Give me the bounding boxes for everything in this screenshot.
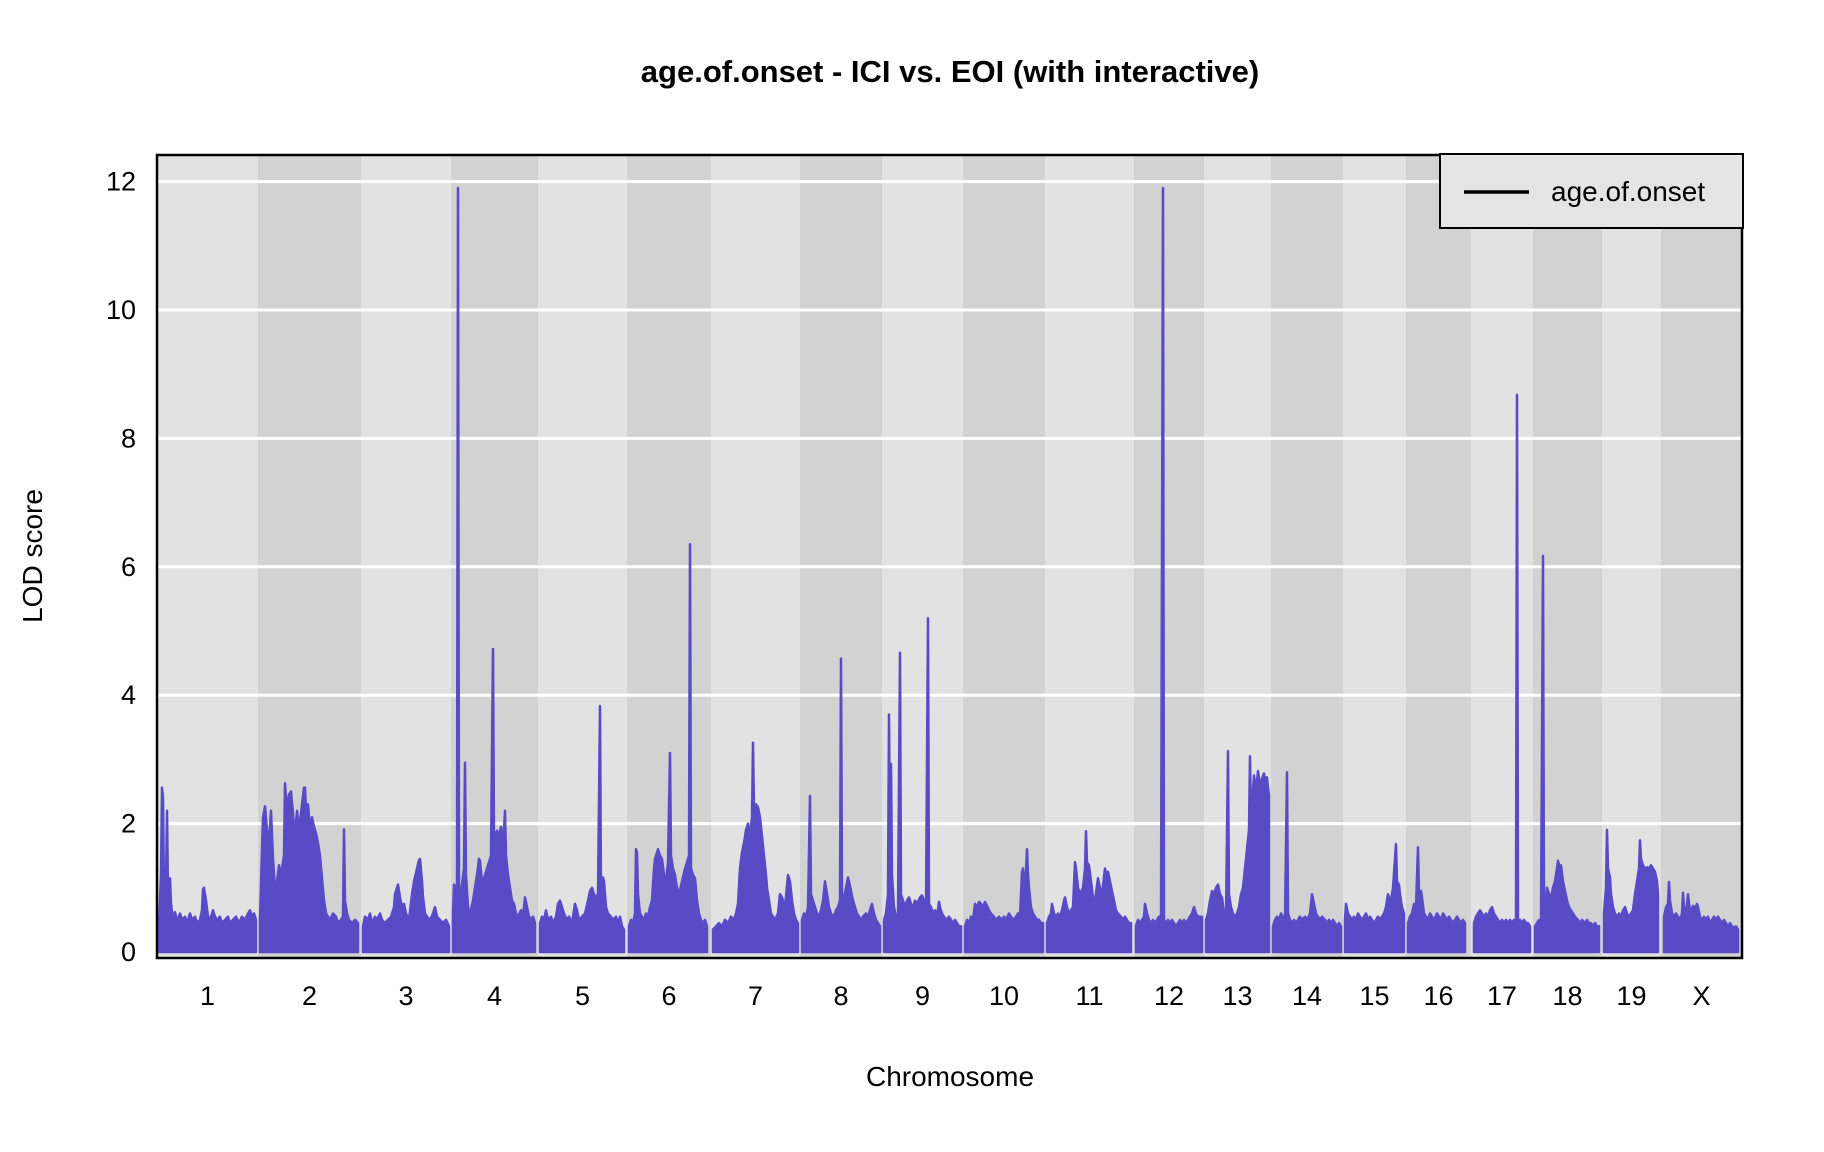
- lod-curve-chr-3: [361, 857, 451, 954]
- x-tick-label-chr-17: 17: [1487, 981, 1517, 1011]
- chromosome-band-14: [1271, 155, 1343, 958]
- y-tick-label-2: 2: [121, 809, 136, 839]
- y-axis-tick-labels: 0 2 4 6 8 10 12: [106, 167, 136, 967]
- legend: age.of.onset: [1439, 153, 1744, 229]
- chromosome-band-10: [963, 155, 1045, 958]
- chromosome-band-11: [1045, 155, 1134, 958]
- lod-curve-series: [157, 186, 1740, 954]
- x-tick-label-chr-8: 8: [833, 981, 848, 1011]
- x-tick-label-chr-1: 1: [200, 981, 215, 1011]
- gridlines: [157, 180, 1742, 826]
- lod-curve-chr-10: [963, 848, 1045, 954]
- x-tick-label-chr-2: 2: [302, 981, 317, 1011]
- y-tick-label-6: 6: [121, 552, 136, 582]
- chromosome-band-16: [1406, 155, 1471, 958]
- lod-curve-chr-4: [451, 186, 537, 954]
- x-tick-label-chr-16: 16: [1423, 981, 1453, 1011]
- lod-curve-chr-11: [1045, 830, 1133, 954]
- chromosome-band-1: [157, 155, 258, 958]
- x-tick-label-chr-6: 6: [661, 981, 676, 1011]
- x-tick-label-chr-18: 18: [1552, 981, 1582, 1011]
- legend-series-label: age.of.onset: [1551, 176, 1705, 207]
- y-tick-label-0: 0: [121, 937, 136, 967]
- plot-border: [155, 153, 1744, 960]
- x-tick-label-chr-10: 10: [989, 981, 1019, 1011]
- x-tick-label-chr-15: 15: [1359, 981, 1389, 1011]
- x-tick-label-chr-9: 9: [915, 981, 930, 1011]
- y-tick-label-12: 12: [106, 167, 136, 197]
- x-tick-label-chr-13: 13: [1222, 981, 1252, 1011]
- lod-curve-chr-14: [1271, 770, 1343, 954]
- lod-curve-chr-6: [627, 543, 709, 954]
- chromosome-band-3: [361, 155, 451, 958]
- chart-title: age.of.onset - ICI vs. EOI (with interac…: [641, 54, 1259, 89]
- lod-curve-chr-19: [1602, 828, 1660, 954]
- y-tick-label-8: 8: [121, 423, 136, 453]
- chromosome-band-19: [1602, 155, 1661, 958]
- y-tick-label-10: 10: [106, 295, 136, 325]
- chromosome-axis-labels: 1 2 3 4 5 6 7 8 9 10 11 12 13 14 15 16 17 18 19 X: [200, 981, 1711, 1011]
- y-tick-label-4: 4: [121, 680, 136, 710]
- x-tick-label-chr-4: 4: [487, 981, 502, 1011]
- chromosome-bands: [157, 155, 1742, 958]
- x-tick-label-chr-14: 14: [1292, 981, 1322, 1011]
- x-tick-label-chr-5: 5: [575, 981, 590, 1011]
- x-tick-label-chr-7: 7: [748, 981, 763, 1011]
- x-tick-label-chr-3: 3: [398, 981, 413, 1011]
- lod-curve-chr-X: [1662, 880, 1740, 954]
- chromosome-band-X: [1661, 155, 1742, 958]
- lod-curve-chr-8: [800, 657, 882, 954]
- y-axis-title: LOD score: [17, 489, 48, 623]
- chromosome-band-17: [1471, 155, 1533, 958]
- lod-curve-chr-7: [711, 741, 800, 954]
- chromosome-band-5: [538, 155, 627, 958]
- chromosome-band-9: [882, 155, 963, 958]
- lod-curve-chr-12: [1134, 186, 1204, 954]
- lod-curve-chr-2: [258, 781, 360, 954]
- x-axis-title: Chromosome: [866, 1061, 1034, 1092]
- lod-curve-chr-17: [1472, 393, 1532, 954]
- x-tick-label-chr-X: X: [1692, 981, 1710, 1011]
- lod-curve-chr-13: [1204, 749, 1271, 954]
- x-tick-label-chr-11: 11: [1075, 981, 1103, 1011]
- x-tick-label-chr-12: 12: [1154, 981, 1184, 1011]
- lod-curve-chr-15: [1343, 842, 1406, 954]
- lod-curve-chr-9: [882, 616, 963, 954]
- chromosome-band-15: [1343, 155, 1406, 958]
- lod-curve-chr-16: [1406, 846, 1467, 954]
- x-tick-label-chr-19: 19: [1616, 981, 1646, 1011]
- lod-curve-chr-1: [157, 786, 258, 954]
- chromosome-band-12: [1134, 155, 1204, 958]
- lod-curve-chr-5: [538, 704, 626, 954]
- lod-curve-chr-18: [1533, 554, 1601, 954]
